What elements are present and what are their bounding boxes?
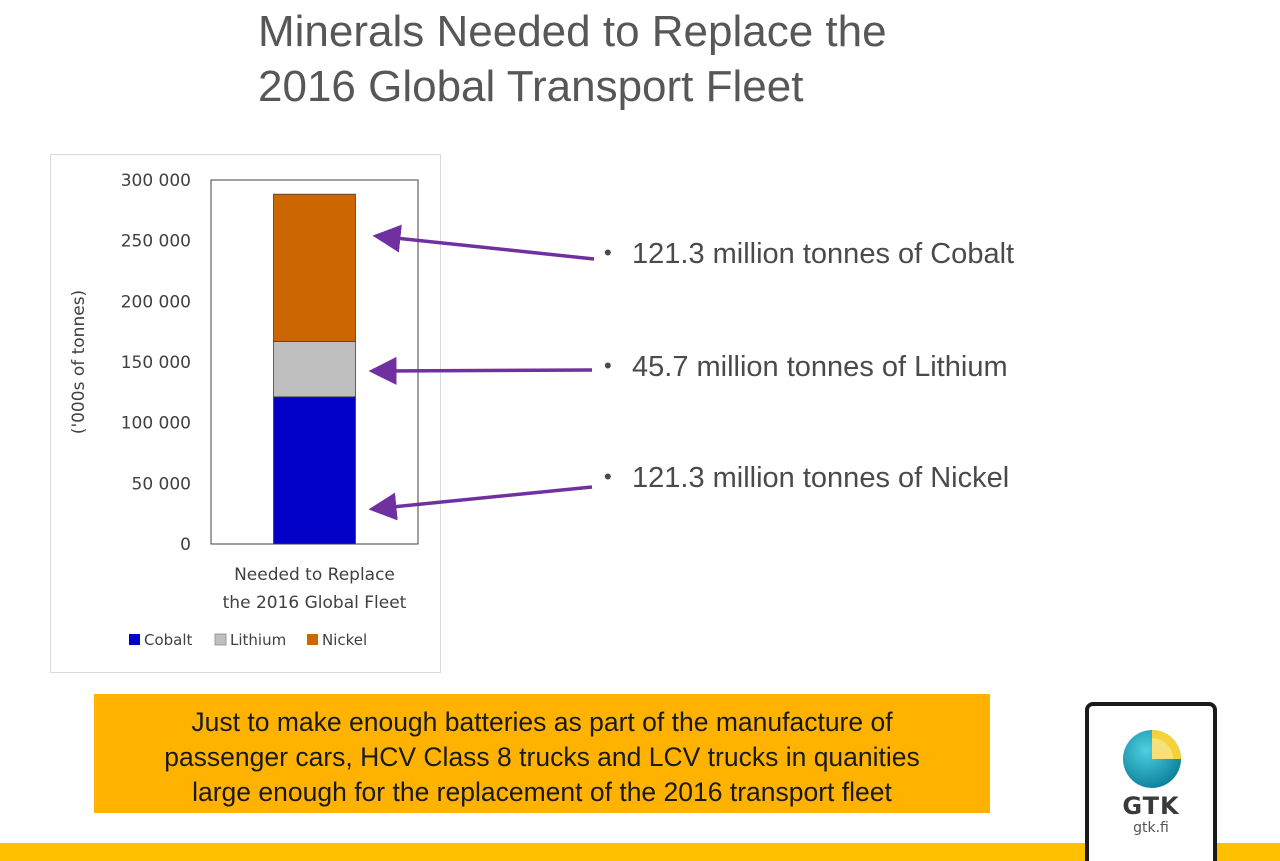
logo-name: GTK	[1122, 792, 1180, 820]
bullet-dot: •	[604, 353, 612, 378]
legend-label-cobalt: Cobalt	[144, 631, 193, 649]
annotation-lithium-text: 45.7 million tonnes of Lithium	[632, 351, 1008, 383]
bullet-dot: •	[604, 240, 612, 265]
arrow-lithium	[368, 356, 593, 385]
callout-box: Just to make enough batteries as part of…	[94, 694, 990, 813]
legend-label-lithium: Lithium	[230, 631, 286, 649]
y-tick-label: 300 000	[121, 171, 191, 191]
annotation-lithium: • 45.7 million tonnes of Lithium	[604, 351, 1008, 384]
callout-line-3: large enough for the replacement of the …	[192, 777, 892, 807]
legend-swatch-cobalt	[129, 634, 140, 645]
y-tick-label: 250 000	[121, 232, 191, 252]
bullet-dot: •	[604, 464, 612, 489]
legend-swatch-lithium	[214, 633, 227, 646]
legend-swatch-nickel	[307, 634, 318, 645]
y-tick-label: 200 000	[121, 292, 191, 312]
arrow-nickel	[368, 485, 593, 521]
y-tick-label: 50 000	[132, 474, 191, 494]
y-tick-label: 100 000	[121, 414, 191, 434]
gtk-logo: GTK gtk.fi	[1085, 702, 1217, 861]
bar-segment-cobalt	[273, 396, 356, 545]
annotation-nickel-text: 121.3 million tonnes of Nickel	[632, 462, 1010, 494]
annotation-cobalt-text: 121.3 million tonnes of Cobalt	[632, 238, 1015, 270]
annotation-nickel: • 121.3 million tonnes of Nickel	[604, 462, 1009, 495]
globe-icon	[1123, 730, 1181, 788]
bar-segment-lithium	[273, 340, 356, 398]
category-label: the 2016 Global Fleet	[223, 593, 407, 613]
title-line-1: Minerals Needed to Replace the	[258, 7, 887, 56]
bar-segment-nickel	[273, 193, 356, 342]
stacked-bar-chart: 0 50 000 100 000 150 000 200 000 250 000 300 0…	[69, 171, 419, 649]
legend-label-nickel: Nickel	[322, 631, 367, 649]
title-line-2: 2016 Global Transport Fleet	[258, 62, 804, 111]
y-tick-label: 150 000	[121, 353, 191, 373]
category-label: Needed to Replace	[234, 565, 395, 585]
y-axis-label: ('000s of tonnes)	[69, 290, 89, 434]
annotation-cobalt: • 121.3 million tonnes of Cobalt	[604, 238, 1014, 271]
slide-title: Minerals Needed to Replace the 2016 Glob…	[258, 4, 1158, 114]
chart-frame: 0 50 000 100 000 150 000 200 000 250 000 300 0…	[50, 154, 441, 673]
footer-bar	[0, 843, 1280, 861]
arrow-cobalt	[372, 224, 595, 261]
callout-line-2: passenger cars, HCV Class 8 trucks and L…	[164, 742, 920, 772]
y-tick-label: 0	[180, 535, 191, 555]
callout-line-1: Just to make enough batteries as part of…	[191, 707, 893, 737]
logo-url: gtk.fi	[1133, 820, 1169, 836]
